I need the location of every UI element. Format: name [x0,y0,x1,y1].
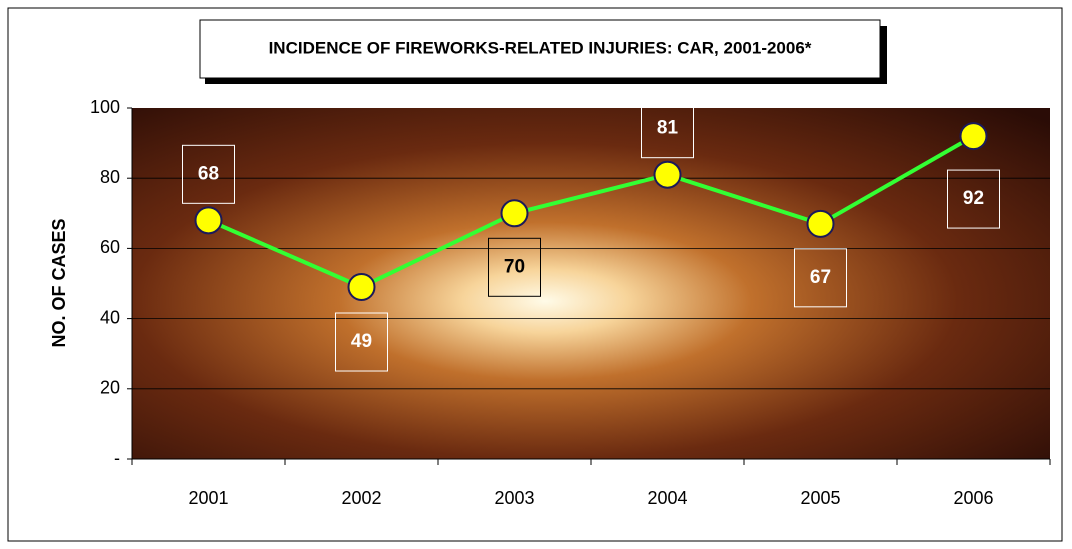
data-label: 49 [351,331,372,352]
x-tick-label: 2006 [953,488,993,508]
marker [808,211,834,237]
data-label: 67 [810,267,831,288]
data-label: 92 [963,188,984,209]
marker [961,123,987,149]
x-tick-label: 2003 [494,488,534,508]
data-label: 70 [504,256,525,277]
x-tick-label: 2002 [341,488,381,508]
chart-title: INCIDENCE OF FIREWORKS-RELATED INJURIES:… [269,38,812,57]
y-tick-label: 60 [100,237,120,257]
marker [655,162,681,188]
data-label: 68 [198,163,219,184]
y-tick-label: 40 [100,307,120,327]
data-label: 81 [657,118,679,139]
chart: INCIDENCE OF FIREWORKS-RELATED INJURIES:… [0,0,1072,549]
x-tick-label: 2001 [188,488,228,508]
y-tick-label: 80 [100,167,120,187]
marker [196,207,222,233]
plot-background [132,108,1050,459]
y-tick-label: - [114,448,120,468]
x-tick-label: 2004 [647,488,687,508]
marker [502,200,528,226]
y-axis-label: NO. OF CASES [49,218,69,347]
y-tick-label: 100 [90,97,120,117]
x-tick-label: 2005 [800,488,840,508]
y-tick-label: 20 [100,378,120,398]
marker [349,274,375,300]
